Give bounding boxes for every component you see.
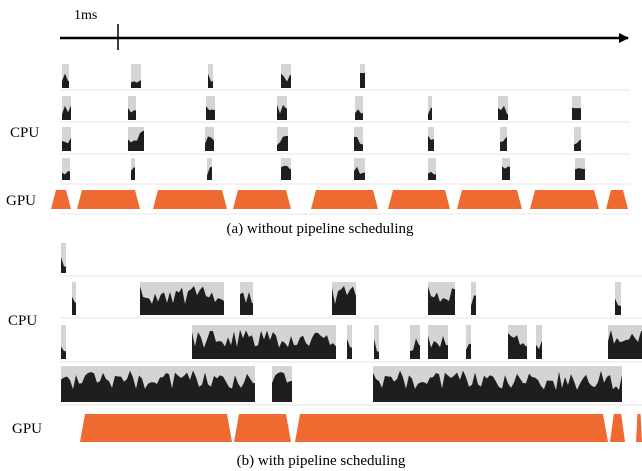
panel-b-cpu-block [72, 282, 76, 315]
panel-a-gpu-block [388, 190, 450, 209]
panel-b-cpu-block [410, 325, 420, 359]
panel-a-cpu-block [574, 127, 581, 151]
panel-a-cpu-block [354, 127, 363, 151]
panel-a-cpu-block [131, 158, 135, 180]
panel-b-cpu-block [272, 366, 292, 402]
panel-b-separators [60, 275, 642, 406]
panel-a-gpu-block [77, 190, 140, 209]
panel-b-gpu-block [234, 414, 291, 442]
panel-a-cpu-block [428, 127, 434, 151]
panel-a-gpu-block [153, 190, 227, 209]
panel-a-cpu-block [281, 158, 291, 180]
panel-a-cpu-block [360, 64, 365, 88]
panel-a-cpu-label: CPU [10, 125, 39, 141]
panel-b-cpu-rows [61, 243, 642, 402]
panel-a-cpu-block [277, 96, 287, 120]
panel-b-cpu-block [466, 325, 471, 359]
panel-a-cpu-block [502, 158, 510, 180]
panel-b-cpu-label: CPU [8, 313, 37, 329]
time-axis: 1ms [60, 8, 629, 50]
panel-a-cpu-block [281, 64, 291, 88]
panel-b-cpu-block [536, 325, 542, 359]
panel-a-gpu-block [530, 190, 599, 209]
panel-a-gpu-block [51, 190, 71, 209]
panel-a: CPU GPU (a) without pipeline scheduling [6, 64, 630, 237]
panel-b-cpu-block [240, 282, 253, 315]
panel-a-cpu-block [208, 64, 213, 88]
panel-b-gpu-label: GPU [12, 421, 42, 437]
panel-a-cpu-block [428, 158, 436, 180]
panel-a-gpu-row [51, 190, 628, 209]
panel-a-cpu-block [128, 96, 136, 120]
panel-b-gpu-block [636, 414, 642, 442]
panel-a-cpu-block [205, 127, 214, 151]
panel-a-cpu-block [207, 158, 212, 180]
panel-b-cpu-block [428, 282, 455, 315]
panel-b-gpu-row [80, 414, 642, 442]
panel-b-cpu-block [61, 243, 66, 273]
panel-b: CPU GPU (b) with pipeline scheduling [8, 243, 642, 469]
panel-a-cpu-block [131, 64, 141, 88]
panel-a-cpu-block [128, 127, 144, 151]
time-scale-label: 1ms [74, 8, 97, 23]
panel-b-cpu-block [608, 325, 642, 359]
panel-a-cpu-block [277, 127, 288, 151]
panel-a-cpu-block [62, 64, 69, 88]
panel-a-cpu-block [62, 158, 70, 180]
panel-a-gpu-block [457, 190, 522, 209]
panel-b-gpu-block [80, 414, 232, 442]
panel-a-cpu-block [575, 158, 585, 180]
panel-a-cpu-block [500, 127, 507, 151]
panel-a-cpu-rows [62, 64, 585, 180]
panel-a-separators [60, 89, 630, 215]
panel-b-cpu-block [192, 325, 336, 359]
panel-a-gpu-block [233, 190, 291, 209]
panel-b-cpu-block [508, 325, 527, 359]
panel-a-gpu-block [606, 190, 628, 209]
panel-a-gpu-label: GPU [6, 193, 36, 209]
panel-b-gpu-block [610, 414, 625, 442]
panel-b-cpu-block [374, 325, 379, 359]
panel-b-cpu-block [347, 325, 352, 359]
panel-a-cpu-block [206, 96, 215, 120]
panel-b-cpu-block [61, 325, 66, 359]
panel-b-cpu-block [471, 282, 476, 315]
panel-a-cpu-block [572, 96, 581, 120]
panel-b-cpu-block [332, 282, 356, 315]
panel-b-gpu-block [295, 414, 608, 442]
panel-b-cpu-block [428, 325, 448, 359]
panel-a-gpu-block [311, 190, 378, 209]
panel-a-cpu-block [428, 96, 432, 120]
panel-a-caption: (a) without pipeline scheduling [226, 221, 414, 237]
panel-b-cpu-block [61, 366, 255, 402]
panel-a-cpu-block [355, 96, 363, 120]
panel-a-cpu-block [354, 158, 365, 180]
panel-a-cpu-block [498, 96, 508, 120]
panel-b-cpu-block [140, 282, 224, 315]
panel-b-cpu-block [615, 282, 621, 315]
panel-a-cpu-block [62, 127, 71, 151]
panel-b-cpu-block [373, 366, 622, 402]
panel-b-caption: (b) with pipeline scheduling [237, 453, 406, 469]
panel-a-cpu-block [62, 96, 71, 120]
